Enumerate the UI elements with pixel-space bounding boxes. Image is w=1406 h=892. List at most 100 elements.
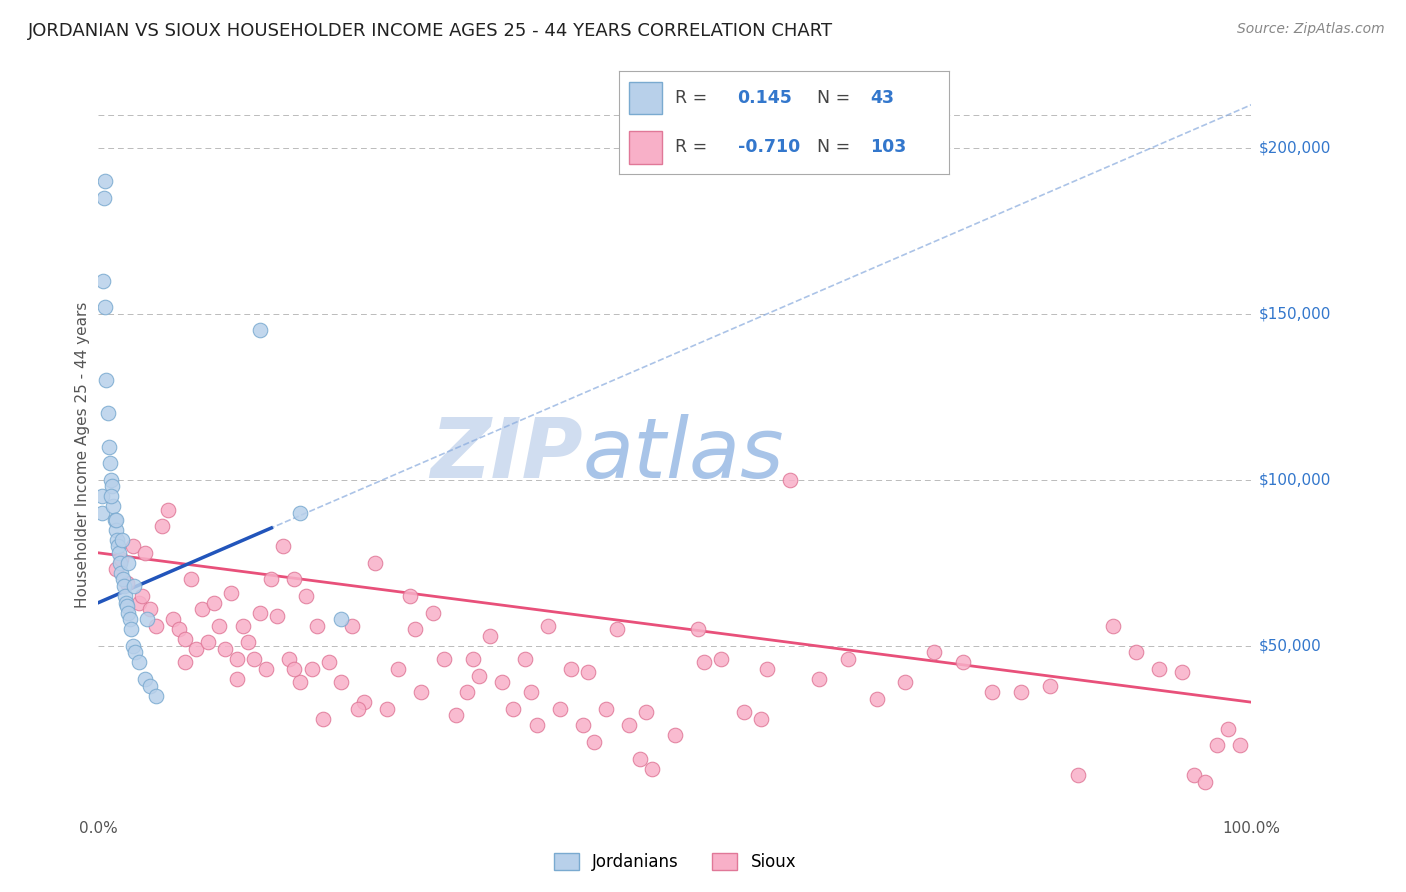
Point bbox=[1229, 739, 1251, 753]
Point bbox=[266, 608, 288, 623]
Text: $100,000: $100,000 bbox=[1258, 472, 1330, 487]
Point bbox=[254, 662, 277, 676]
Point bbox=[128, 596, 150, 610]
Point bbox=[411, 685, 433, 699]
Point bbox=[664, 728, 686, 742]
Point bbox=[112, 579, 135, 593]
Point bbox=[180, 573, 202, 587]
Point bbox=[122, 639, 145, 653]
Point bbox=[290, 675, 312, 690]
Point bbox=[103, 513, 125, 527]
Point bbox=[117, 606, 139, 620]
Point bbox=[97, 406, 120, 420]
Text: 43: 43 bbox=[870, 89, 894, 107]
Point bbox=[101, 479, 124, 493]
Point bbox=[111, 573, 134, 587]
Point bbox=[108, 546, 131, 560]
Point bbox=[105, 513, 128, 527]
Point bbox=[122, 539, 145, 553]
Point bbox=[513, 652, 536, 666]
Point bbox=[260, 573, 283, 587]
Point bbox=[128, 656, 150, 670]
Point bbox=[156, 502, 179, 516]
Point bbox=[162, 612, 184, 626]
Text: R =: R = bbox=[675, 89, 707, 107]
Point bbox=[97, 440, 120, 454]
Point bbox=[491, 675, 513, 690]
Point bbox=[186, 642, 208, 657]
Point bbox=[710, 652, 733, 666]
Point bbox=[1102, 619, 1125, 633]
Point bbox=[468, 668, 491, 682]
Point bbox=[115, 596, 138, 610]
Point bbox=[329, 675, 352, 690]
Point bbox=[94, 300, 117, 314]
Point bbox=[104, 523, 127, 537]
Point bbox=[807, 672, 830, 686]
Point bbox=[733, 705, 755, 719]
Point bbox=[167, 622, 190, 636]
Point bbox=[537, 619, 560, 633]
Point bbox=[134, 672, 156, 686]
Point bbox=[93, 191, 115, 205]
Point bbox=[526, 718, 548, 732]
Point bbox=[174, 632, 197, 647]
Point bbox=[145, 619, 167, 633]
Point bbox=[277, 652, 299, 666]
Point bbox=[578, 665, 600, 680]
Point bbox=[433, 652, 456, 666]
Point bbox=[894, 675, 917, 690]
Point bbox=[1205, 739, 1227, 753]
Point bbox=[139, 602, 162, 616]
Point bbox=[318, 656, 340, 670]
Point bbox=[301, 662, 323, 676]
Point bbox=[606, 622, 628, 636]
Point bbox=[110, 552, 132, 566]
Point bbox=[208, 619, 231, 633]
Point bbox=[231, 619, 254, 633]
Point bbox=[134, 546, 156, 560]
Text: N =: N = bbox=[817, 138, 851, 156]
Point bbox=[150, 519, 173, 533]
Text: N =: N = bbox=[817, 89, 851, 107]
Point bbox=[110, 566, 132, 580]
Point bbox=[952, 656, 974, 670]
Text: Source: ZipAtlas.com: Source: ZipAtlas.com bbox=[1237, 22, 1385, 37]
Point bbox=[174, 656, 197, 670]
Point bbox=[617, 718, 640, 732]
Legend: Jordanians, Sioux: Jordanians, Sioux bbox=[554, 853, 796, 871]
Point bbox=[595, 702, 617, 716]
Point bbox=[117, 599, 139, 613]
Text: atlas: atlas bbox=[582, 415, 785, 495]
Text: JORDANIAN VS SIOUX HOUSEHOLDER INCOME AGES 25 - 44 YEARS CORRELATION CHART: JORDANIAN VS SIOUX HOUSEHOLDER INCOME AG… bbox=[28, 22, 834, 40]
Point bbox=[636, 705, 658, 719]
Point bbox=[329, 612, 352, 626]
Point bbox=[502, 702, 524, 716]
Point bbox=[1182, 768, 1205, 782]
Text: R =: R = bbox=[675, 138, 707, 156]
Point bbox=[139, 679, 162, 693]
Point bbox=[387, 662, 409, 676]
Point bbox=[307, 619, 329, 633]
Text: 0.145: 0.145 bbox=[738, 89, 793, 107]
Point bbox=[145, 689, 167, 703]
Point bbox=[271, 539, 294, 553]
Point bbox=[94, 174, 117, 188]
Point bbox=[924, 645, 946, 659]
Point bbox=[1194, 775, 1216, 789]
Point bbox=[756, 662, 779, 676]
Point bbox=[1171, 665, 1194, 680]
Point bbox=[91, 506, 114, 520]
Point bbox=[225, 672, 247, 686]
Text: 103: 103 bbox=[870, 138, 905, 156]
Point bbox=[103, 500, 125, 514]
Point bbox=[548, 702, 571, 716]
Point bbox=[107, 539, 129, 553]
Point bbox=[583, 735, 606, 749]
Point bbox=[1147, 662, 1170, 676]
Bar bbox=[628, 81, 662, 114]
Point bbox=[124, 645, 146, 659]
Point bbox=[120, 622, 142, 636]
Point bbox=[779, 473, 801, 487]
Point bbox=[202, 596, 225, 610]
